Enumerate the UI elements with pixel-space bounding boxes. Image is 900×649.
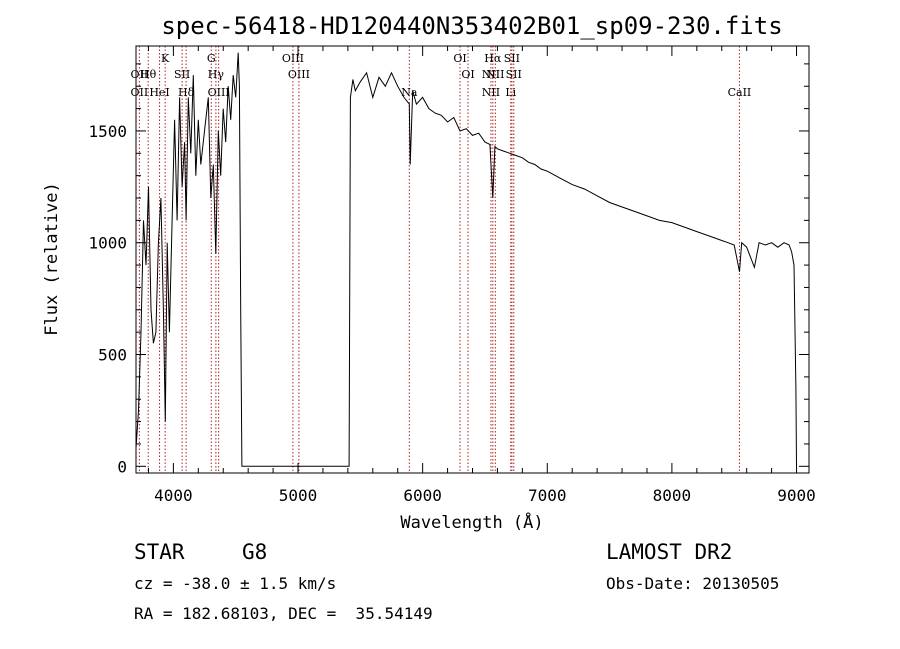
spectral-line-markers xyxy=(138,46,740,473)
x-tick-label: 7000 xyxy=(528,486,567,505)
line-label-13-0: OI xyxy=(461,68,474,81)
line-label-15-0: Hα xyxy=(484,52,502,65)
line-label-16-0: NII xyxy=(486,68,504,81)
line-label-0-0: OII xyxy=(131,68,149,81)
y-axis: 0 500 1000 1500 xyxy=(88,63,809,476)
line-label-2-0: HeI xyxy=(149,86,169,99)
line-label-17-0: Li xyxy=(505,86,516,99)
spectrum-series-line xyxy=(135,52,797,467)
line-label-19-0: SII xyxy=(506,68,522,81)
line-label-14-0: NII xyxy=(482,68,500,81)
x-tick-label: 5000 xyxy=(279,486,318,505)
x-axis-label: Wavelength (Å) xyxy=(400,511,543,533)
chart-title: spec-56418-HD120440N353402B01_sp09-230.f… xyxy=(161,12,782,40)
line-label-8-0: OIII xyxy=(208,86,230,99)
line-label-0-1: OII xyxy=(131,86,149,99)
line-label-5-0: Hδ xyxy=(178,86,195,99)
object-class: STAR xyxy=(134,540,185,564)
line-label-10-0: OIII xyxy=(288,68,310,81)
x-axis: 4000 5000 6000 7000 8000 9000 xyxy=(147,46,816,505)
line-label-6-0: G xyxy=(207,52,216,65)
plot-frame xyxy=(135,45,810,474)
line-label-1-0: Hθ xyxy=(140,68,157,81)
y-tick-label: 1000 xyxy=(88,234,127,253)
x-tick-label: 9000 xyxy=(777,486,816,505)
y-tick-label: 500 xyxy=(98,346,127,365)
line-label-9-0: OIII xyxy=(282,52,304,65)
line-label-3-0: K xyxy=(161,52,170,65)
y-axis-label: Flux (relative) xyxy=(42,182,62,336)
line-label-14-1: NII xyxy=(482,86,500,99)
line-label-20-0: CaII xyxy=(728,86,752,99)
line-label-18-0: SII xyxy=(504,52,520,65)
survey-name: LAMOST DR2 xyxy=(606,540,733,564)
line-label-12-0: OI xyxy=(453,52,466,65)
redshift-velocity: cz = -38.0 ± 1.5 km/s xyxy=(134,574,337,593)
line-label-4-0: SII xyxy=(174,68,190,81)
line-label-7-0: Hγ xyxy=(208,68,225,81)
object-subclass: G8 xyxy=(242,540,268,564)
x-tick-label: 8000 xyxy=(653,486,692,505)
x-tick-label: 6000 xyxy=(403,486,442,505)
sky-coordinates: RA = 182.68103, DEC = 35.54149 xyxy=(134,604,433,623)
observation-date: Obs-Date: 20130505 xyxy=(606,574,780,593)
x-tick-label: 4000 xyxy=(154,486,193,505)
y-tick-label: 0 xyxy=(117,457,127,476)
y-tick-label: 1500 xyxy=(88,122,127,141)
